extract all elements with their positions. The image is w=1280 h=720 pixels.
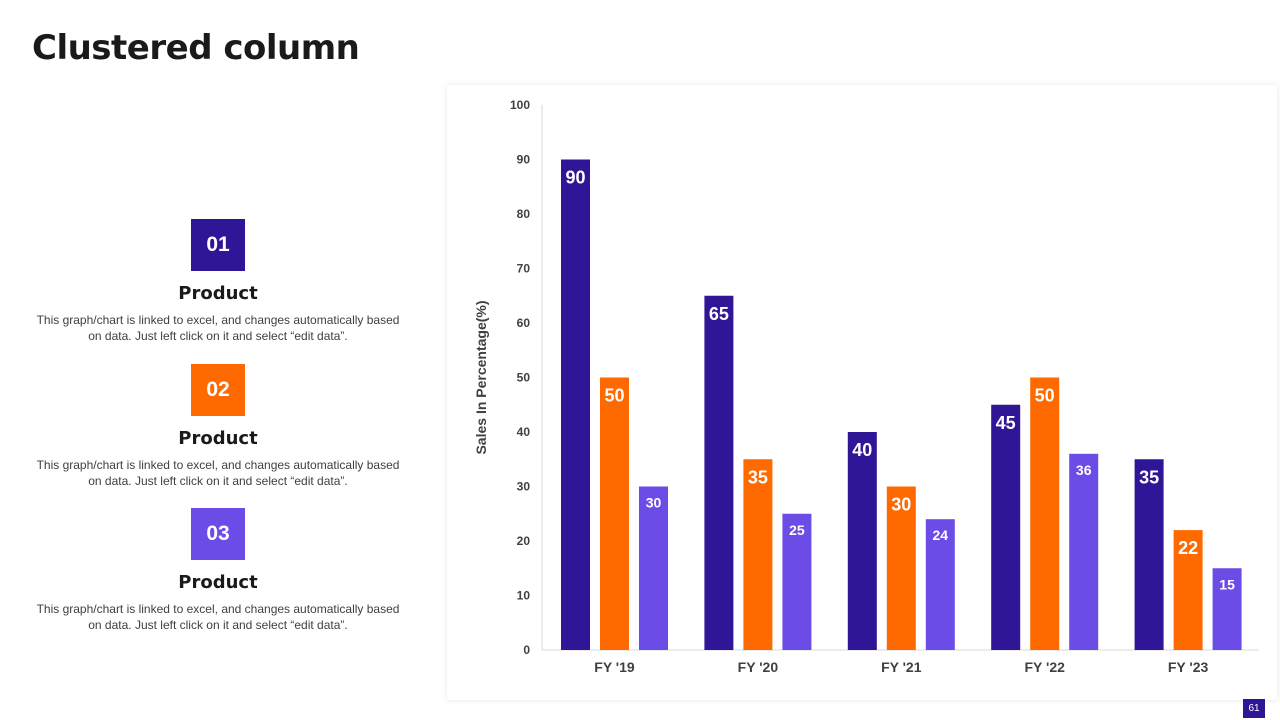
bar[interactable]: [886, 486, 916, 651]
y-tick-label: 40: [517, 425, 531, 439]
data-label: 30: [646, 495, 662, 511]
bar[interactable]: [847, 432, 877, 650]
x-tick-label: FY '21: [881, 659, 922, 675]
product-description: This graph/chart is linked to excel, and…: [36, 602, 400, 632]
product-number-badge: 03: [191, 508, 245, 560]
x-tick-label: FY '22: [1024, 659, 1065, 675]
bar[interactable]: [782, 513, 812, 650]
bar[interactable]: [600, 377, 629, 651]
data-label: 45: [996, 413, 1016, 433]
clustered-column-chart[interactable]: 0 10 20 30 40 50 60 70 80 90 100 Sales In Percentag…: [447, 85, 1277, 700]
product-block-3: 03 Product This graph/chart is linked to…: [28, 508, 408, 633]
product-description: This graph/chart is linked to excel, and…: [36, 458, 400, 488]
data-label: 30: [891, 495, 911, 515]
data-label: 22: [1178, 538, 1198, 558]
data-label: 35: [1139, 467, 1159, 487]
y-tick-label: 30: [517, 480, 531, 494]
bar[interactable]: [1212, 568, 1242, 650]
bar[interactable]: [639, 486, 668, 651]
product-description: This graph/chart is linked to excel, and…: [36, 313, 400, 343]
y-axis-title: Sales In Percentage(%): [473, 300, 489, 454]
y-tick-label: 100: [510, 98, 530, 112]
bar[interactable]: [925, 519, 955, 650]
product-number-badge: 02: [191, 364, 245, 416]
bar[interactable]: [704, 295, 734, 650]
data-label: 25: [789, 522, 805, 538]
y-tick-label: 60: [517, 316, 531, 330]
data-label: 50: [604, 386, 624, 406]
bar[interactable]: [991, 404, 1021, 650]
data-label: 24: [933, 527, 949, 543]
product-block-2: 02 Product This graph/chart is linked to…: [28, 364, 408, 489]
data-label: 50: [1035, 386, 1055, 406]
data-label: 90: [565, 168, 585, 188]
chart-panel[interactable]: 0 10 20 30 40 50 60 70 80 90 100 Sales In Percentag…: [447, 85, 1277, 700]
data-label: 15: [1219, 576, 1235, 592]
data-label: 65: [709, 304, 729, 324]
product-title: Product: [178, 283, 258, 304]
y-tick-label: 20: [517, 534, 531, 548]
y-tick-label: 10: [517, 589, 531, 603]
y-tick-label: 0: [523, 643, 530, 657]
data-label: 40: [852, 440, 872, 460]
product-number-badge: 01: [191, 219, 245, 271]
product-title: Product: [178, 428, 258, 449]
bar[interactable]: [561, 159, 590, 651]
x-tick-label: FY '19: [594, 659, 635, 675]
y-tick-label: 70: [517, 262, 531, 276]
bar[interactable]: [1173, 530, 1203, 650]
bar[interactable]: [1134, 459, 1164, 650]
page-number: 61: [1243, 699, 1265, 718]
product-title: Product: [178, 572, 258, 593]
bar[interactable]: [1069, 453, 1099, 650]
slide-title: Clustered column: [32, 28, 360, 68]
y-tick-label: 50: [517, 371, 531, 385]
y-tick-label: 80: [517, 207, 531, 221]
bar[interactable]: [1030, 377, 1060, 651]
x-tick-label: FY '20: [738, 659, 779, 675]
data-label: 36: [1076, 462, 1092, 478]
data-label: 35: [748, 467, 768, 487]
y-tick-label: 90: [517, 153, 531, 167]
product-block-1: 01 Product This graph/chart is linked to…: [28, 219, 408, 344]
x-tick-label: FY '23: [1168, 659, 1209, 675]
bar[interactable]: [743, 459, 773, 650]
